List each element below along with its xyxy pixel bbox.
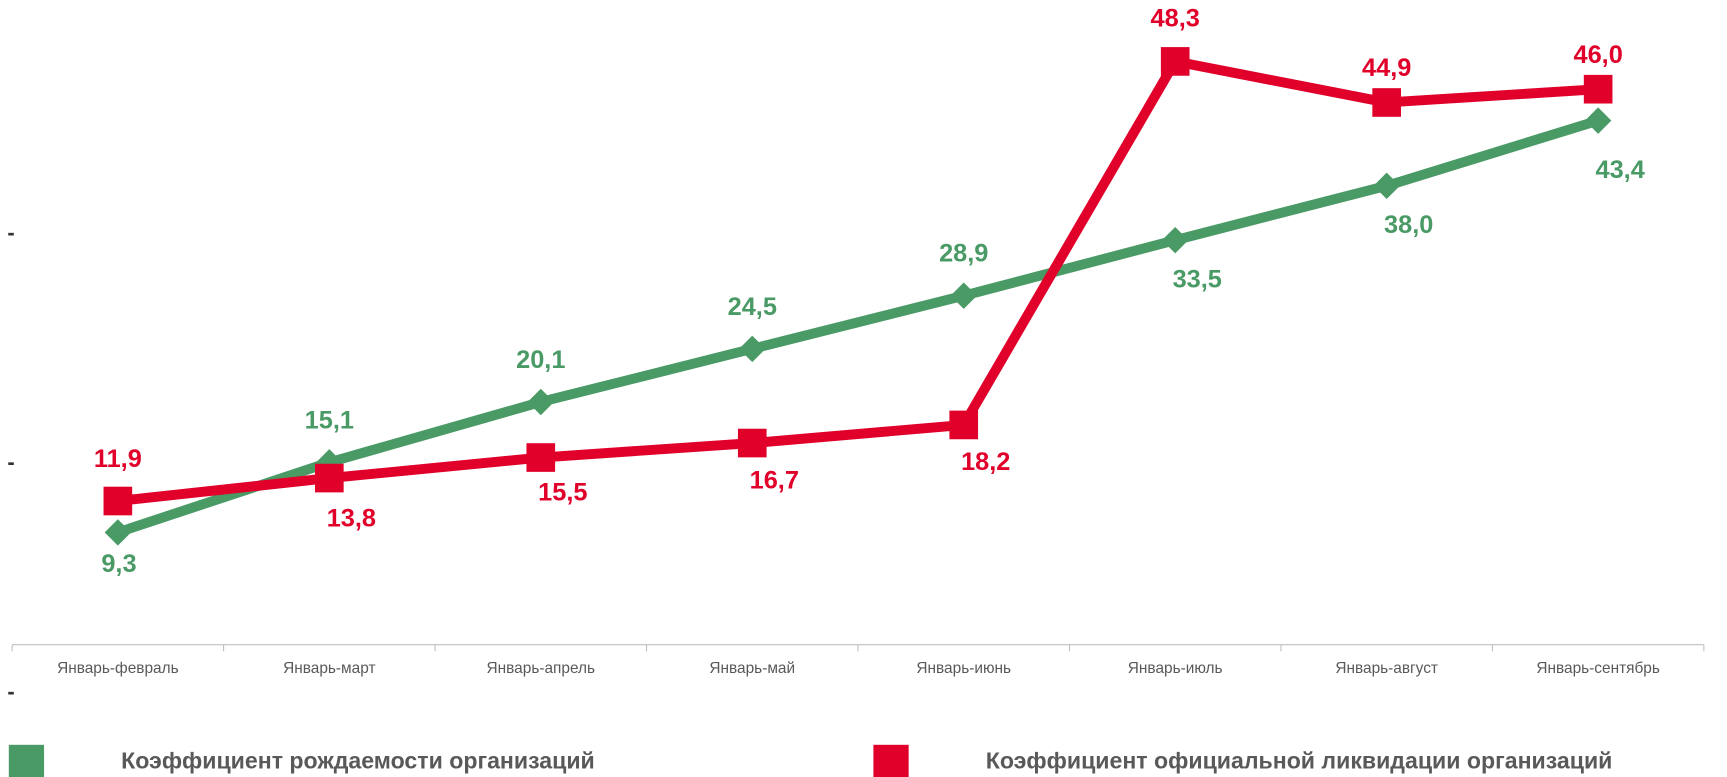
- x-tick-label: Январь-апрель: [487, 660, 596, 677]
- data-label: 9,3: [101, 550, 136, 578]
- data-label: 15,5: [538, 479, 587, 507]
- marker: [104, 519, 132, 546]
- marker: [737, 428, 767, 458]
- data-label: 33,5: [1173, 266, 1222, 294]
- marker: [1160, 47, 1190, 76]
- data-label: 44,9: [1362, 54, 1411, 82]
- x-tick-label: Январь-май: [709, 660, 795, 677]
- legend-swatch: [873, 744, 909, 777]
- x-tick-label: Январь-июнь: [916, 660, 1011, 677]
- data-label: 24,5: [728, 293, 777, 321]
- x-tick-label: Январь-июль: [1128, 660, 1223, 677]
- x-tick-label: Январь-март: [283, 660, 375, 677]
- x-tick-label: Январь-сентябрь: [1536, 660, 1660, 677]
- marker: [1161, 226, 1189, 254]
- data-label: 16,7: [750, 466, 799, 494]
- series-line: [116, 115, 1600, 538]
- data-label: 38,0: [1384, 211, 1433, 239]
- data-label: 28,9: [939, 240, 988, 268]
- marker: [103, 486, 133, 516]
- marker: [950, 282, 977, 309]
- data-label: 48,3: [1151, 4, 1200, 32]
- marker: [1373, 172, 1400, 200]
- data-label: 11,9: [94, 445, 142, 473]
- x-tick-label: Январь-август: [1335, 660, 1438, 677]
- data-label: 13,8: [327, 505, 376, 533]
- x-tick-label: Январь-февраль: [57, 660, 179, 677]
- marker: [527, 388, 555, 416]
- y-tick-label: -: [7, 220, 14, 245]
- data-label: 46,0: [1573, 41, 1622, 69]
- marker: [526, 443, 556, 472]
- marker: [315, 463, 344, 493]
- legend-label: Коэффициент рождаемости организаций: [121, 748, 595, 774]
- marker: [1584, 107, 1612, 134]
- data-label: 20,1: [516, 346, 565, 374]
- series-line: [117, 56, 1599, 506]
- legend-label: Коэффициент официальной ликвидации орган…: [986, 748, 1613, 774]
- marker: [949, 410, 979, 440]
- y-tick-label: -: [7, 449, 14, 474]
- y-tick-label: -: [7, 679, 14, 704]
- data-label: 15,1: [305, 406, 354, 434]
- marker: [1583, 74, 1613, 104]
- marker: [739, 335, 766, 363]
- data-label: 18,2: [961, 448, 1010, 476]
- data-label: 43,4: [1596, 156, 1645, 184]
- marker: [1372, 88, 1401, 117]
- legend-swatch: [8, 744, 45, 777]
